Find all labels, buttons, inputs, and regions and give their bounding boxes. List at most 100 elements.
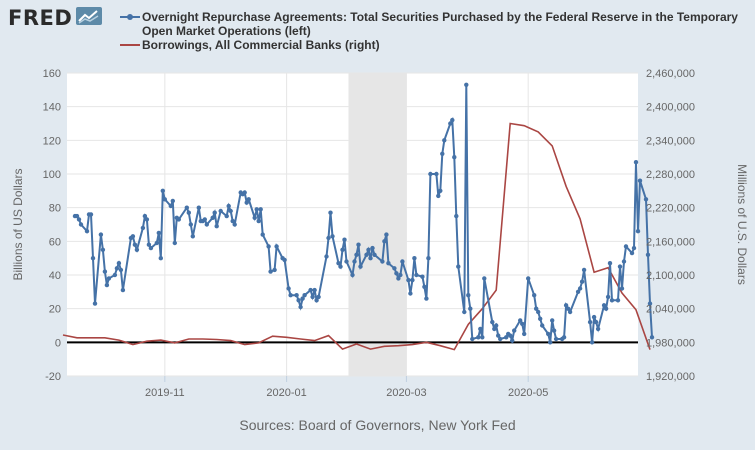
repo-point xyxy=(548,340,553,345)
repo-point xyxy=(645,252,651,257)
source-note: Sources: Board of Governors, New York Fe… xyxy=(239,417,516,433)
repo-point xyxy=(366,247,371,252)
repo-point xyxy=(372,252,377,257)
repo-point xyxy=(412,256,417,261)
repo-point xyxy=(633,160,639,165)
repo-point xyxy=(158,256,163,261)
legend-swatch-repo xyxy=(120,14,140,20)
repo-point xyxy=(462,309,467,315)
left-tick-label: 100 xyxy=(43,169,61,181)
repo-point xyxy=(130,234,136,239)
repo-point xyxy=(424,296,429,301)
repo-point xyxy=(476,335,481,340)
repo-point xyxy=(540,323,545,328)
repo-point xyxy=(398,272,403,278)
legend-item-repo[interactable]: Overnight Repurchase Agreements: Total S… xyxy=(118,10,748,38)
repo-point xyxy=(342,237,347,242)
repo-point xyxy=(302,293,307,298)
line-chart-icon xyxy=(76,6,103,30)
repo-point xyxy=(288,293,293,298)
repo-point xyxy=(406,277,411,283)
fred-logo[interactable]: FRED xyxy=(8,6,103,30)
repo-point xyxy=(526,276,531,281)
repo-point xyxy=(621,259,627,264)
repo-point xyxy=(408,291,413,296)
repo-point xyxy=(356,242,361,247)
repo-point xyxy=(354,252,359,257)
repo-point xyxy=(142,213,148,219)
repo-point xyxy=(370,245,375,251)
repo-point xyxy=(98,232,104,237)
repo-point xyxy=(450,117,455,123)
repo-point xyxy=(88,212,94,217)
repo-point xyxy=(144,217,150,222)
repo-point xyxy=(534,306,539,311)
repo-point xyxy=(589,340,595,345)
repo-point xyxy=(140,225,146,231)
repo-point xyxy=(629,250,635,256)
repo-point xyxy=(212,210,217,215)
repo-point xyxy=(154,240,159,246)
repo-point xyxy=(382,239,387,244)
repo-point xyxy=(310,294,315,300)
repo-point xyxy=(146,242,152,247)
repo-point xyxy=(496,333,501,338)
legend-item-borrowings[interactable]: Borrowings, All Commercial Banks (right) xyxy=(118,38,748,52)
repo-point xyxy=(324,254,329,259)
repo-point xyxy=(74,213,80,219)
repo-point xyxy=(218,208,223,214)
repo-point xyxy=(186,210,191,215)
repo-point xyxy=(615,298,621,303)
repo-point xyxy=(106,276,112,281)
repo-point xyxy=(358,264,363,269)
repo-point xyxy=(603,306,609,311)
repo-point xyxy=(536,309,541,315)
repo-point xyxy=(643,197,649,202)
repo-point xyxy=(168,203,173,209)
repo-point xyxy=(78,222,84,227)
repo-point xyxy=(532,293,537,298)
repo-point xyxy=(563,303,569,308)
legend-swatch-borrowings xyxy=(120,44,140,46)
repo-point xyxy=(649,335,655,340)
repo-point xyxy=(394,271,399,276)
repo-point xyxy=(442,138,447,143)
repo-point xyxy=(466,293,471,298)
left-tick-label: -20 xyxy=(45,371,61,383)
repo-point xyxy=(619,286,625,291)
repo-point xyxy=(400,259,405,264)
right-tick-label: 2,100,000 xyxy=(646,270,695,282)
repo-point xyxy=(254,207,259,212)
repo-point xyxy=(300,296,305,301)
repo-point xyxy=(328,210,333,215)
repo-point xyxy=(298,304,303,310)
right-tick-label: 2,160,000 xyxy=(646,236,695,248)
repo-point xyxy=(384,232,389,237)
repo-point xyxy=(561,335,567,340)
repo-point xyxy=(268,269,273,274)
repo-point xyxy=(176,217,181,222)
repo-point xyxy=(172,240,177,246)
repo-point xyxy=(456,264,461,269)
repo-point xyxy=(214,224,219,229)
repo-point xyxy=(364,252,369,257)
repo-point xyxy=(510,338,515,343)
repo-point xyxy=(601,303,607,308)
repo-point xyxy=(492,326,497,332)
repo-point xyxy=(230,218,235,224)
repo-point xyxy=(232,222,237,227)
repo-point xyxy=(567,309,573,315)
right-tick-label: 2,400,000 xyxy=(646,102,695,114)
repo-point xyxy=(112,272,118,278)
repo-point xyxy=(494,323,499,328)
repo-point xyxy=(593,319,599,325)
repo-point xyxy=(340,247,345,252)
repo-point xyxy=(595,326,601,332)
repo-point xyxy=(438,188,443,193)
repo-point xyxy=(587,319,593,325)
repo-point xyxy=(266,244,271,249)
x-axis: 2019-11 2020-01 2020-03 2020-05 xyxy=(145,376,548,399)
repo-point xyxy=(623,244,629,249)
x-tick-label: 2019-11 xyxy=(145,387,185,399)
repo-point xyxy=(286,286,291,291)
